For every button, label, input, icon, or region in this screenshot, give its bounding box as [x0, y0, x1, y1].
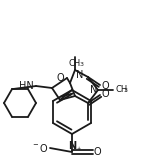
Text: O: O: [56, 73, 64, 83]
Text: $^-$O: $^-$O: [31, 142, 49, 154]
Text: O: O: [94, 147, 102, 157]
Text: N: N: [76, 70, 83, 80]
Text: 3: 3: [80, 62, 84, 67]
Text: N: N: [90, 85, 97, 95]
Text: 3: 3: [124, 89, 128, 93]
Text: O: O: [102, 81, 110, 91]
Text: $^+$: $^+$: [75, 147, 82, 153]
Text: N: N: [68, 141, 76, 151]
Text: HN: HN: [19, 81, 34, 91]
Text: CH: CH: [69, 59, 81, 68]
Text: O: O: [102, 89, 110, 99]
Text: CH: CH: [115, 85, 127, 94]
